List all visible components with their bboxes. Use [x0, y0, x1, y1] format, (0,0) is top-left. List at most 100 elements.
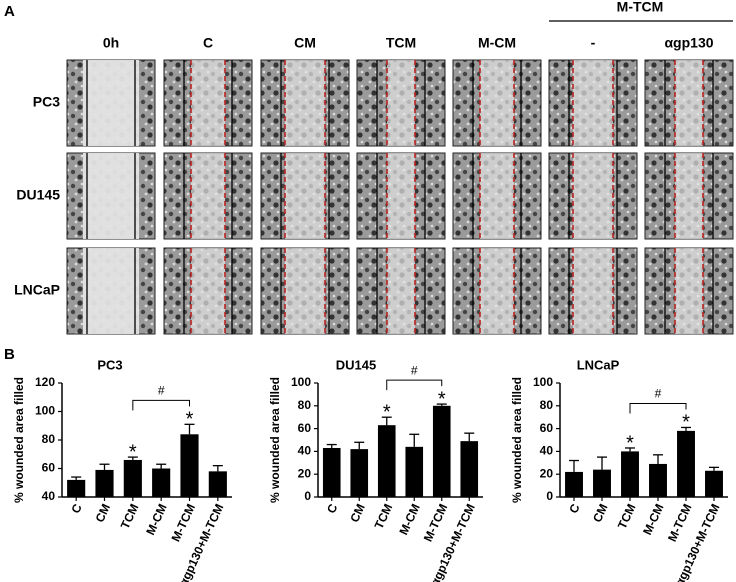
bar	[460, 441, 479, 497]
bar	[677, 430, 695, 497]
bar	[432, 405, 451, 497]
significance-bracket	[386, 379, 443, 391]
wound-area	[191, 153, 225, 239]
wound-area	[480, 248, 514, 334]
bar	[705, 470, 723, 497]
y-axis-label: % wounded area filled	[268, 377, 282, 503]
wound-area	[83, 153, 139, 239]
bar	[593, 469, 611, 497]
y-tick-label: 100	[533, 375, 553, 389]
bar	[67, 479, 86, 497]
wound-area	[387, 60, 415, 146]
wound-area	[285, 153, 325, 239]
wound-area	[387, 248, 415, 334]
wound-area	[675, 153, 703, 239]
x-tick-label: M-CM	[396, 502, 422, 538]
x-tick-label: C	[566, 501, 582, 515]
bar	[180, 434, 199, 497]
y-tick-label: 100	[35, 404, 55, 418]
significance-star: *	[129, 441, 137, 463]
x-tick-label: M-TCM	[421, 502, 451, 544]
x-tick-label: M-CM	[640, 502, 666, 538]
wound-area	[573, 153, 613, 239]
bar	[377, 425, 396, 497]
wound-area	[191, 60, 225, 146]
chart-title: DU145	[336, 357, 376, 372]
y-tick-label: 20	[540, 466, 554, 480]
y-tick-label: 60	[540, 421, 554, 435]
y-tick-label: 0	[304, 489, 311, 503]
bar	[565, 471, 583, 497]
bar	[405, 446, 424, 497]
significance-star: *	[438, 388, 446, 410]
y-tick-label: 80	[298, 398, 312, 412]
y-tick-label: 60	[298, 421, 312, 435]
column-label: 0h	[103, 35, 119, 51]
y-tick-label: 0	[546, 489, 553, 503]
significance-hash: #	[655, 387, 662, 401]
significance-bracket	[132, 399, 190, 411]
y-tick-label: 120	[35, 375, 55, 389]
x-tick-label: CM	[93, 502, 114, 525]
column-label: αgp130	[664, 35, 713, 51]
wound-area	[191, 248, 225, 334]
significance-hash: #	[411, 363, 418, 377]
wound-area	[480, 153, 514, 239]
x-tick-label: TCM	[615, 502, 639, 531]
bar	[123, 459, 142, 497]
chart-title: PC3	[97, 357, 122, 372]
row-label: LNCaP	[14, 282, 60, 298]
wound-area	[675, 60, 703, 146]
wound-area	[83, 248, 139, 334]
x-tick-label: M-TCM	[169, 502, 199, 544]
x-tick-label: CM	[347, 502, 368, 525]
wound-area	[83, 60, 139, 146]
x-tick-label: M-TCM	[665, 502, 695, 544]
bar	[208, 471, 227, 497]
y-tick-label: 80	[42, 432, 56, 446]
bar	[95, 469, 114, 497]
wound-area	[675, 248, 703, 334]
panel-label: A	[4, 3, 15, 20]
y-tick-label: 60	[42, 461, 56, 475]
wound-area	[285, 248, 325, 334]
y-tick-label: 100	[291, 375, 311, 389]
y-axis-label: % wounded area filled	[510, 377, 524, 503]
y-tick-label: 20	[298, 466, 312, 480]
column-label: -	[591, 35, 596, 51]
chart-title: LNCaP	[577, 357, 620, 372]
significance-bracket	[629, 402, 687, 414]
row-label: DU145	[16, 187, 60, 203]
column-label: CM	[294, 35, 316, 51]
x-tick-label: CM	[590, 502, 611, 525]
column-label: TCM	[386, 35, 416, 51]
x-tick-label: TCM	[372, 502, 396, 531]
y-tick-label: 40	[298, 444, 312, 458]
x-tick-label: M-CM	[143, 502, 169, 538]
bar	[152, 468, 171, 497]
wound-area	[285, 60, 325, 146]
group-label: M-TCM	[617, 0, 664, 15]
y-tick-label: 40	[540, 444, 554, 458]
x-tick-label: C	[68, 501, 84, 515]
significance-star: *	[682, 412, 690, 434]
significance-star: *	[383, 401, 391, 423]
wound-area	[573, 60, 613, 146]
panel-label: B	[4, 346, 15, 363]
y-axis-label: % wounded area filled	[12, 377, 26, 503]
significance-star: *	[186, 409, 194, 431]
wound-area	[387, 153, 415, 239]
significance-star: *	[626, 432, 634, 454]
row-label: PC3	[33, 94, 60, 110]
bar	[621, 451, 639, 497]
bar	[350, 449, 369, 497]
bar	[649, 463, 667, 497]
column-label: M-CM	[478, 35, 516, 51]
y-tick-label: 40	[42, 489, 56, 503]
x-tick-label: C	[324, 501, 340, 515]
significance-hash: #	[158, 383, 165, 397]
column-label: C	[203, 35, 213, 51]
bar	[322, 447, 341, 497]
y-tick-label: 80	[540, 398, 554, 412]
